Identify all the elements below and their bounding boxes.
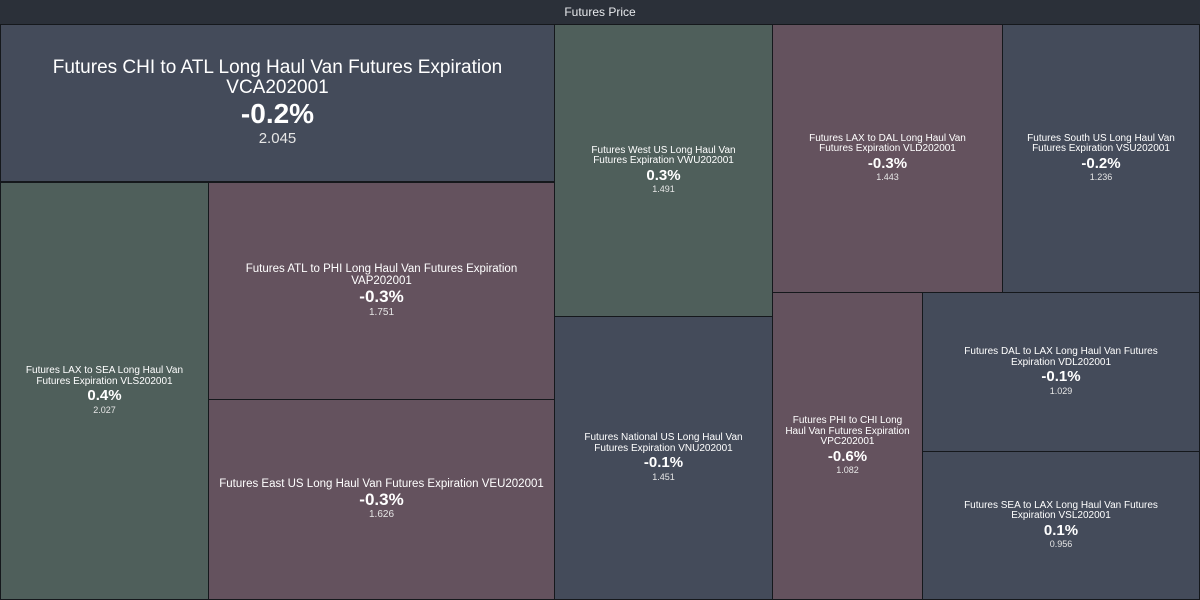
tile-value: 2.045	[258, 130, 297, 148]
tile-value: 0.956	[1049, 539, 1073, 550]
tile-name: Futures National US Long Haul Van Future…	[584, 432, 743, 454]
tile-vap[interactable]: Futures ATL to PHI Long Haul Van Futures…	[208, 182, 555, 400]
tile-value: 1.029	[1049, 385, 1073, 396]
tile-vsl[interactable]: Futures SEA to LAX Long Haul Van Futures…	[922, 451, 1200, 600]
tile-change: -0.3%	[867, 154, 908, 172]
tile-change: 0.3%	[646, 166, 681, 184]
tile-value: 1.082	[836, 464, 859, 475]
tile-vls[interactable]: Futures LAX to SEA Long Haul Van Futures…	[0, 182, 209, 600]
tile-name: Futures West US Long Haul Van Futures Ex…	[591, 144, 736, 167]
tile-change: -0.2%	[1081, 154, 1121, 172]
tile-value: 1.451	[652, 471, 675, 482]
treemap: Futures CHI to ATL Long Haul Van Futures…	[0, 24, 1200, 600]
tile-name: Futures South US Long Haul Van Futures E…	[1027, 132, 1175, 155]
tile-change: -0.3%	[359, 489, 404, 509]
tile-vld[interactable]: Futures LAX to DAL Long Haul Van Futures…	[772, 24, 1003, 293]
tile-name: Futures LAX to SEA Long Haul Van Futures…	[25, 365, 184, 387]
tile-vnu[interactable]: Futures National US Long Haul Van Future…	[554, 316, 773, 600]
tile-name: Futures LAX to DAL Long Haul Van Futures…	[809, 132, 966, 155]
tile-change: -0.1%	[643, 454, 684, 472]
tile-name: Futures CHI to ATL Long Haul Van Futures…	[52, 56, 503, 98]
tile-value: 1.236	[1089, 172, 1113, 183]
chart-title: Futures Price	[0, 0, 1200, 24]
tile-value: 1.443	[876, 172, 899, 183]
tile-veu[interactable]: Futures East US Long Haul Van Futures Ex…	[208, 399, 555, 600]
tile-vca[interactable]: Futures CHI to ATL Long Haul Van Futures…	[0, 24, 555, 182]
tile-change: -0.6%	[827, 447, 868, 465]
tile-vdl[interactable]: Futures DAL to LAX Long Haul Van Futures…	[922, 292, 1200, 452]
tile-value: 1.751	[368, 306, 395, 318]
tile-change: -0.3%	[359, 287, 404, 307]
tile-name: Futures SEA to LAX Long Haul Van Futures…	[964, 499, 1158, 522]
tile-change: 0.4%	[87, 387, 122, 405]
tile-vpc[interactable]: Futures PHI to CHI Long Haul Van Futures…	[772, 292, 923, 600]
tile-value: 1.491	[652, 184, 675, 195]
tile-change: -0.2%	[240, 97, 315, 129]
tile-name: Futures East US Long Haul Van Futures Ex…	[219, 477, 544, 490]
tile-name: Futures ATL to PHI Long Haul Van Futures…	[245, 263, 518, 288]
tile-value: 2.027	[93, 404, 116, 415]
tile-vsu[interactable]: Futures South US Long Haul Van Futures E…	[1002, 24, 1200, 293]
tile-change: -0.1%	[1041, 368, 1081, 386]
tile-vwu[interactable]: Futures West US Long Haul Van Futures Ex…	[554, 24, 773, 317]
tile-value: 1.626	[368, 509, 395, 521]
tile-name: Futures DAL to LAX Long Haul Van Futures…	[964, 346, 1158, 368]
tile-change: 0.1%	[1043, 521, 1079, 539]
tile-name: Futures PHI to CHI Long Haul Van Futures…	[785, 415, 910, 448]
